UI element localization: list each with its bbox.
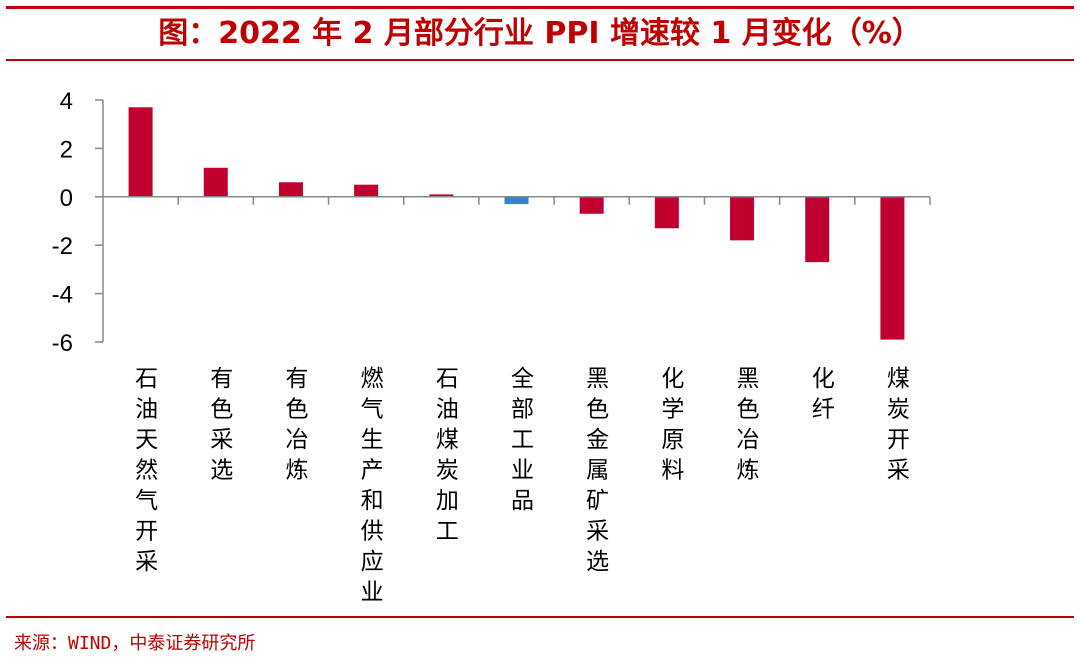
y-tick-label: -2 xyxy=(52,233,73,260)
chart-title: 图：2022 年 2 月部分行业 PPI 增速较 1 月变化（%） xyxy=(158,16,922,51)
x-tick-label: 有色冶炼 xyxy=(285,366,308,484)
title-rule xyxy=(6,59,1074,61)
x-tick-label: 煤炭开采 xyxy=(887,366,910,484)
bar xyxy=(805,196,830,263)
bars xyxy=(128,107,905,340)
x-tick-label: 石油煤炭加工 xyxy=(436,366,459,545)
x-tick-label: 化学原料 xyxy=(661,366,684,484)
bar xyxy=(203,167,228,197)
x-tick-label: 全部工业品 xyxy=(511,366,534,514)
bar-chart: 4 2 0 -2 -4 -6 石油天然气开采 有色采选 有色冶炼 燃气生产和供应业 石油煤炭加工 全… xyxy=(52,88,931,606)
x-tick-label: 化纤 xyxy=(812,366,835,423)
y-tick-label: 2 xyxy=(60,136,73,163)
bar xyxy=(278,182,303,197)
y-tick-label: 0 xyxy=(60,185,73,212)
y-tick-label: -6 xyxy=(52,330,73,357)
x-axis-labels: 石油天然气开采 有色采选 有色冶炼 燃气生产和供应业 石油煤炭加工 全部工业品 黑色金属矿采… xyxy=(135,366,910,606)
bar xyxy=(880,196,905,340)
bar xyxy=(579,196,604,214)
x-tick-label: 黑色冶炼 xyxy=(737,366,760,484)
bar xyxy=(128,107,153,197)
y-tick-label: -4 xyxy=(52,282,73,309)
x-tick-label: 燃气生产和供应业 xyxy=(361,366,384,606)
y-axis: 4 2 0 -2 -4 -6 xyxy=(52,88,104,357)
source-note: 来源：WIND，中泰证券研究所 xyxy=(14,633,256,654)
bar xyxy=(730,196,755,241)
x-tick-label: 石油天然气开采 xyxy=(135,366,158,575)
bar xyxy=(654,196,679,229)
y-tick-label: 4 xyxy=(60,88,73,115)
bar xyxy=(504,196,529,205)
x-tick-label: 黑色金属矿采选 xyxy=(586,366,609,575)
bar xyxy=(354,184,379,197)
top-rule xyxy=(6,6,1074,9)
bar xyxy=(429,194,454,197)
x-axis xyxy=(103,196,931,205)
footer-rule xyxy=(6,616,1074,618)
x-tick-label: 有色采选 xyxy=(210,366,233,484)
